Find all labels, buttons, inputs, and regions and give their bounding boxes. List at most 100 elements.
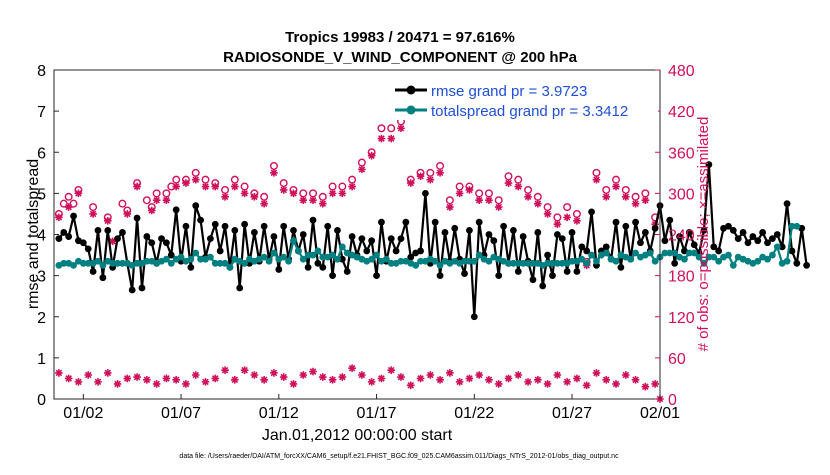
obs-assimilated-marker [641, 196, 650, 205]
obs-assimilated-marker [289, 189, 298, 198]
rmse-point [104, 226, 112, 234]
x-tick-label: 01/07 [161, 405, 201, 422]
obs-assimilated-marker [426, 175, 435, 184]
x-tick-label: 01/27 [552, 405, 592, 422]
totalspread-point [627, 255, 635, 263]
obs-assimilated-marker [612, 380, 620, 388]
rmse-point [700, 226, 708, 234]
rmse-point [182, 222, 190, 230]
rmse-point [612, 218, 620, 226]
totalspread-point [60, 259, 68, 267]
totalspread-point [568, 257, 576, 265]
rmse-point [163, 239, 170, 247]
rmse-point [422, 189, 429, 197]
y-right-tick-label: 120 [668, 310, 695, 327]
obs-assimilated-marker [494, 380, 503, 388]
totalspread-point [270, 249, 278, 257]
obs-assimilated-marker [436, 169, 444, 177]
obs-assimilated-marker [534, 376, 542, 384]
obs-assimilated-marker [358, 165, 366, 174]
rmse-point [485, 231, 493, 238]
obs-assimilated-marker [573, 216, 581, 225]
y-right-tick-label: 0 [668, 392, 677, 409]
obs-assimilated-marker [309, 196, 317, 205]
obs-assimilated-marker [631, 199, 640, 208]
obs-assimilated-marker [260, 199, 268, 208]
legend-rmse-label: rmse grand pr = 3.9723 [431, 83, 587, 100]
obs-assimilated-marker [494, 203, 503, 211]
totalspread-point [216, 259, 224, 267]
rmse-point [84, 245, 92, 253]
totalspread-point [695, 253, 703, 261]
totalspread-point [549, 259, 556, 267]
obs-assimilated-marker [612, 182, 620, 191]
obs-assimilated-marker [514, 182, 523, 191]
obs-assimilated-marker [465, 186, 474, 194]
rmse-point [734, 235, 742, 243]
obs-assimilated-marker [211, 374, 220, 383]
totalspread-point [436, 261, 444, 269]
obs-assimilated-marker [387, 366, 396, 375]
totalspread-point [94, 257, 102, 265]
totalspread-point [588, 251, 595, 259]
y-left-tick-label: 0 [37, 392, 46, 409]
rmse-point [343, 268, 351, 275]
totalspread-point [187, 255, 195, 263]
totalspread-point [338, 243, 346, 251]
rmse-point [466, 226, 473, 234]
obs-assimilated-marker [240, 189, 249, 198]
obs-assimilated-marker [172, 182, 180, 191]
rmse-point [197, 216, 205, 224]
totalspread-point [793, 222, 801, 230]
totalspread-point [119, 259, 126, 267]
rmse-point [632, 218, 639, 226]
obs-assimilated-marker [338, 373, 347, 381]
rmse-point [55, 235, 63, 243]
rmse-point [348, 233, 356, 240]
totalspread-point [466, 257, 473, 265]
totalspread-point [509, 259, 517, 267]
rmse-point [519, 233, 527, 240]
totalspread-point [788, 222, 796, 230]
obs-assimilated-marker [514, 371, 523, 379]
totalspread-point [666, 249, 674, 257]
totalspread-point [725, 251, 732, 259]
obs-assimilated-marker [133, 373, 141, 381]
obs-assimilated-marker [89, 210, 97, 218]
obs-assimilated-marker [631, 376, 640, 384]
rmse-point [231, 226, 239, 234]
rmse-point [417, 247, 424, 255]
y-right-tick-label: 300 [668, 186, 695, 203]
rmse-point [329, 272, 336, 280]
obs-assimilated-marker [191, 371, 200, 379]
obs-assimilated-marker [367, 378, 376, 386]
totalspread-point [485, 257, 493, 265]
ticks-layer: 0 1 2 3 4 5 6 7 8 0 60 120 180 240 300 360 420 480 01/02 01… [37, 63, 695, 422]
rmse-point [368, 237, 376, 245]
legend: rmse grand pr = 3.9723 totalspread grand… [390, 78, 658, 120]
obs-assimilated-marker [348, 364, 356, 372]
totalspread-point [299, 255, 307, 263]
y-right-tick-label: 480 [668, 63, 695, 80]
obs-assimilated-marker [113, 380, 122, 388]
obs-assimilated-marker [299, 371, 308, 379]
totalspread-point [70, 261, 77, 269]
obs-assimilated-marker [524, 193, 532, 201]
obs-assimilated-marker [84, 371, 93, 379]
rmse-point [622, 222, 630, 230]
rmse-point [568, 229, 576, 236]
obs-assimilated-marker [504, 374, 513, 383]
obs-assimilated-marker [299, 196, 308, 205]
x-tick-label: 01/17 [357, 405, 397, 422]
obs-assimilated-marker [406, 179, 415, 187]
rmse-point [544, 251, 551, 259]
obs-assimilated-marker [318, 373, 327, 381]
rmse-point [549, 272, 556, 280]
totalspread-point [109, 259, 117, 267]
rmse-point [392, 247, 400, 255]
totalspread-point [319, 253, 327, 261]
obs-assimilated-marker [182, 380, 190, 388]
rmse-point [89, 268, 97, 275]
totalspread-point [661, 249, 669, 257]
obs-possible-marker [69, 199, 78, 208]
